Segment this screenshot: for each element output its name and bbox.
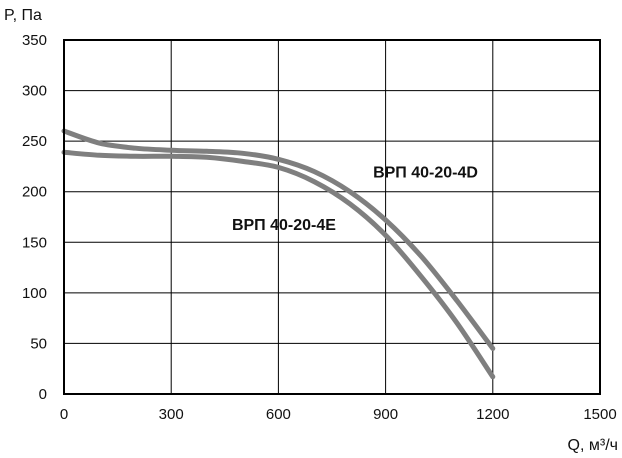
y-tick-label: 200	[22, 184, 47, 201]
y-tick-label: 350	[22, 32, 47, 49]
y-axis-title: P, Па	[4, 7, 42, 24]
tick-labels: 0 300 600 900 1200 1500 0 50 100 150 200 250 300 350	[22, 32, 617, 423]
curves	[61, 128, 496, 380]
y-tick-label: 100	[22, 285, 47, 302]
x-tick-label: 0	[60, 406, 68, 423]
series-labels: ВРП 40-20-4D ВРП 40-20-4E	[232, 165, 478, 235]
y-tick-label: 50	[30, 335, 47, 352]
x-tick-label: 1500	[583, 406, 616, 423]
x-tick-label: 300	[159, 406, 184, 423]
x-tick-label: 900	[373, 406, 398, 423]
x-axis-title: Q, м³/ч	[568, 437, 618, 454]
series-line-1	[61, 149, 496, 380]
y-tick-label: 0	[39, 386, 47, 403]
x-tick-label: 1200	[476, 406, 509, 423]
series-label: ВРП 40-20-4E	[232, 217, 336, 234]
series-line-0	[61, 128, 496, 351]
x-tick-label: 600	[266, 406, 291, 423]
y-tick-label: 250	[22, 133, 47, 150]
series-label: ВРП 40-20-4D	[373, 165, 478, 182]
plot-frame	[63, 39, 601, 395]
y-tick-label: 150	[22, 234, 47, 251]
y-tick-label: 300	[22, 83, 47, 100]
